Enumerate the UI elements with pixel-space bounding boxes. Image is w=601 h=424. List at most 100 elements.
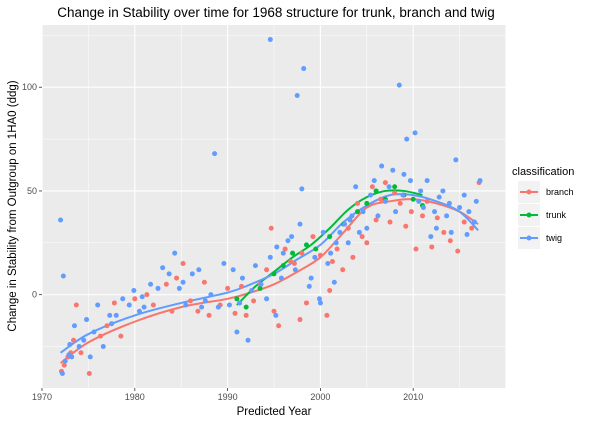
data-point-branch	[324, 312, 330, 318]
data-point-branch	[373, 217, 379, 223]
chart-title: Change in Stability over time for 1968 s…	[57, 5, 494, 20]
data-point-twig	[448, 229, 454, 235]
data-point-twig	[258, 281, 264, 287]
data-point-branch	[441, 229, 447, 235]
data-point-twig	[471, 219, 477, 225]
data-point-twig	[428, 234, 434, 240]
data-point-twig	[267, 254, 273, 260]
data-point-trunk	[355, 209, 361, 215]
data-point-twig	[382, 198, 388, 204]
data-point-twig	[320, 229, 326, 235]
y-tick-label: 100	[22, 82, 37, 92]
data-point-twig	[71, 323, 77, 329]
data-point-twig	[273, 312, 279, 318]
data-point-branch	[268, 225, 274, 231]
data-point-branch	[144, 292, 150, 298]
data-point-twig	[58, 217, 64, 223]
data-point-twig	[420, 205, 426, 211]
data-point-branch	[334, 246, 340, 252]
data-point-trunk	[364, 200, 370, 206]
data-point-branch	[150, 302, 156, 308]
data-point-branch	[403, 223, 409, 229]
data-point-branch	[340, 267, 346, 273]
data-point-twig	[364, 225, 370, 231]
legend-label-twig: twig	[546, 233, 562, 243]
data-point-twig	[278, 275, 284, 281]
data-point-twig	[289, 234, 295, 240]
data-point-branch	[118, 333, 124, 339]
data-point-twig	[189, 271, 195, 277]
data-point-branch	[359, 234, 365, 240]
data-point-trunk	[280, 263, 286, 269]
data-point-branch	[111, 300, 117, 306]
data-point-twig	[166, 271, 172, 277]
data-point-branch	[299, 250, 305, 256]
data-point-twig	[342, 221, 348, 227]
data-point-trunk	[271, 271, 277, 277]
data-point-twig	[375, 213, 381, 219]
data-point-twig	[457, 205, 463, 211]
data-point-twig	[325, 261, 331, 267]
data-point-twig	[433, 225, 439, 231]
data-point-twig	[230, 267, 236, 273]
data-point-branch	[413, 246, 419, 252]
data-point-trunk	[392, 184, 398, 190]
data-point-twig	[212, 151, 218, 157]
data-point-twig	[196, 267, 202, 273]
data-point-branch	[264, 267, 270, 273]
data-point-twig	[199, 304, 205, 310]
data-point-twig	[285, 238, 291, 244]
data-point-twig	[416, 198, 422, 204]
data-point-twig	[444, 213, 450, 219]
data-point-branch	[303, 300, 309, 306]
x-tick-label: 2010	[403, 392, 423, 402]
data-point-branch	[419, 213, 425, 219]
data-point-trunk	[327, 234, 333, 240]
data-point-twig	[424, 178, 430, 184]
data-point-twig	[328, 250, 334, 256]
data-point-twig	[400, 192, 406, 198]
data-point-branch	[288, 258, 294, 264]
points-layer	[58, 37, 483, 376]
data-point-twig	[202, 298, 208, 304]
data-point-branch	[97, 333, 103, 339]
y-axis: 0 50 100	[22, 82, 42, 300]
legend-label-trunk: trunk	[546, 210, 567, 220]
data-point-twig	[215, 304, 221, 310]
data-point-twig	[183, 302, 189, 308]
data-point-twig	[249, 288, 255, 294]
data-point-twig	[337, 229, 343, 235]
data-point-twig	[379, 163, 385, 169]
data-point-twig	[418, 188, 424, 194]
data-point-branch	[174, 275, 180, 281]
data-point-branch	[329, 258, 335, 264]
data-point-twig	[62, 358, 68, 364]
data-point-twig	[221, 261, 227, 267]
data-point-twig	[67, 341, 73, 347]
data-point-twig	[294, 93, 300, 99]
y-tick-label: 0	[32, 290, 37, 300]
x-axis-title: Predicted Year	[237, 406, 312, 418]
data-point-branch	[408, 209, 414, 215]
data-point-twig	[59, 370, 65, 376]
data-point-twig	[407, 178, 413, 184]
data-point-branch	[86, 370, 92, 376]
data-point-branch	[447, 238, 453, 244]
legend-key-point	[526, 212, 532, 218]
data-point-twig	[477, 178, 483, 184]
data-point-twig	[95, 302, 101, 308]
data-point-twig	[84, 317, 90, 323]
data-point-twig	[155, 285, 161, 291]
data-point-branch	[369, 184, 375, 190]
data-point-twig	[316, 296, 322, 302]
legend-title: classification	[512, 166, 574, 178]
data-point-twig	[100, 344, 106, 350]
data-point-branch	[187, 298, 193, 304]
data-point-twig	[81, 337, 87, 343]
data-point-twig	[404, 136, 410, 142]
data-point-trunk	[373, 188, 379, 194]
data-point-branch	[104, 323, 110, 329]
data-point-twig	[393, 209, 399, 215]
data-point-twig	[453, 157, 459, 163]
data-point-twig	[226, 302, 232, 308]
